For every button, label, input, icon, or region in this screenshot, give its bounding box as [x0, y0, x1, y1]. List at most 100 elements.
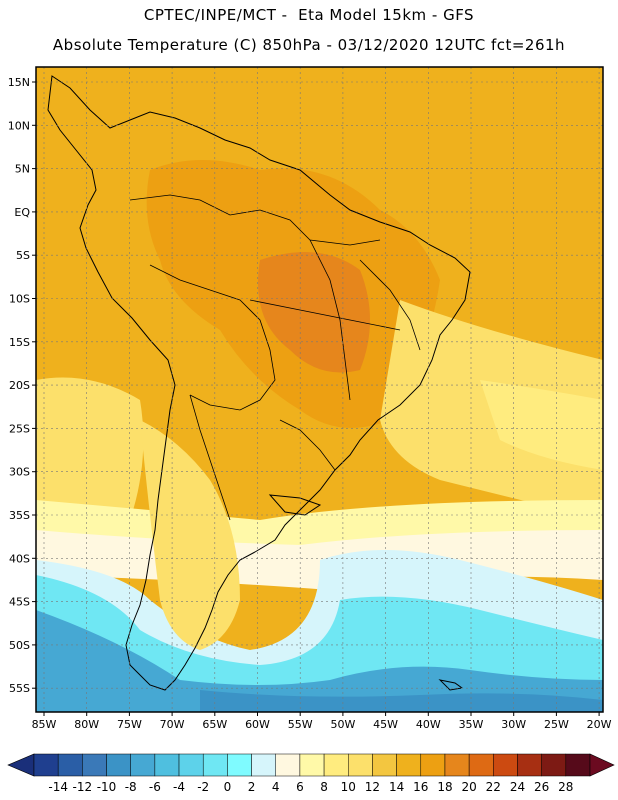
colorbar-label: -10 [97, 780, 117, 794]
lon-label: 65W [202, 718, 227, 731]
colorbar-box [493, 753, 518, 777]
border-states-1 [309, 239, 351, 401]
lon-label: 85W [32, 718, 57, 731]
colorbar-arrow-high [589, 753, 615, 777]
field-hot-core [258, 252, 370, 373]
colorbar-label: 4 [272, 780, 280, 794]
colorbar: -14 -12 -10 -8 -6 -4 -2 0 2 4 6 8 10 12 14 16 18 20 22 24 26… [7, 753, 615, 794]
colorbar-label: -14 [48, 780, 68, 794]
colorbar-box [420, 753, 446, 777]
title-line-1: CPTEC/INPE/MCT - Eta Model 15km - GFS [143, 6, 475, 24]
lat-label: 25S [9, 422, 30, 435]
lat-label: 5N [15, 163, 30, 176]
colorbar-label: -2 [197, 780, 209, 794]
lat-label: 5S [16, 249, 30, 262]
map-frame [35, 66, 604, 713]
border-argentina-chile [189, 394, 231, 521]
lat-label: EQ [14, 206, 30, 219]
border-states-3 [249, 299, 401, 331]
field-cold-blue [36, 610, 603, 712]
colorbar-box [82, 753, 107, 777]
colorbar-label: 18 [437, 780, 452, 794]
field-cold-deep [200, 690, 603, 712]
lat-label: 10N [8, 119, 30, 132]
lon-label: 40W [416, 718, 441, 731]
colorbar-label: 14 [389, 780, 404, 794]
colorbar-box [57, 753, 83, 777]
border-states-2 [359, 259, 421, 351]
colorbar-box [154, 753, 180, 777]
colorbar-box [541, 753, 567, 777]
lat-label: 20S [9, 379, 30, 392]
colorbar-label: 10 [341, 780, 356, 794]
colorbar-box [178, 753, 204, 777]
colorbar-box [227, 753, 252, 777]
lon-label: 80W [74, 718, 99, 731]
border-south-brazil [279, 419, 336, 471]
colorbar-label: 20 [461, 780, 476, 794]
colorbar-box [348, 753, 373, 777]
colorbar-label: -6 [149, 780, 161, 794]
lat-label: 50S [9, 639, 30, 652]
colorbar-labels: -14 -12 -10 -8 -6 -4 -2 0 2 4 6 8 10 12 14 16 18 20 22 24 26… [48, 780, 573, 794]
colorbar-label: 16 [413, 780, 428, 794]
lon-label: 45W [373, 718, 398, 731]
field-atlantic-light [480, 380, 603, 470]
lon-label: 55W [288, 718, 313, 731]
longitude-labels: 85W 80W 75W 70W 65W 60W 55W 50W 45W 40W 35W 30W 25W 2… [32, 712, 612, 731]
colorbar-box [444, 753, 470, 777]
colorbar-box [396, 753, 422, 777]
country-borders [129, 194, 421, 521]
title-line-2: Absolute Temperature (C) 850hPa - 03/12/… [52, 36, 566, 54]
colorbar-box [372, 753, 397, 777]
continent-outline [47, 75, 471, 691]
colorbar-label: -12 [73, 780, 93, 794]
lon-label: 30W [501, 718, 526, 731]
colorbar-label: 24 [510, 780, 525, 794]
colorbar-box [468, 753, 494, 777]
colorbar-box [299, 753, 325, 777]
lon-label: 50W [330, 718, 355, 731]
colorbar-box [130, 753, 156, 777]
colorbar-box [33, 753, 59, 777]
colorbar-label: -8 [125, 780, 137, 794]
colorbar-label: -4 [173, 780, 185, 794]
lon-label: 70W [160, 718, 185, 731]
colorbar-label: 8 [320, 780, 328, 794]
colorbar-label: 26 [534, 780, 549, 794]
lat-label: 55S [9, 682, 30, 695]
lat-label: 15N [8, 76, 30, 89]
colorbar-label: 6 [296, 780, 304, 794]
colorbar-boxes [7, 753, 615, 777]
lat-label: 15S [9, 336, 30, 349]
lon-label: 20W [587, 718, 612, 731]
colorbar-box [565, 753, 591, 777]
lat-label: 30S [9, 466, 30, 479]
colorbar-label: 12 [365, 780, 380, 794]
lon-label: 25W [544, 718, 569, 731]
lat-label: 40S [9, 552, 30, 565]
border-north [129, 194, 381, 246]
river-plate-outline [268, 494, 322, 516]
lat-label: 35S [9, 509, 30, 522]
lat-label: 45S [9, 596, 30, 609]
colorbar-box [202, 753, 228, 777]
lon-label: 60W [245, 718, 270, 731]
field-pacific-yellow [36, 377, 144, 520]
colorbar-label: 28 [558, 780, 573, 794]
colorbar-box [106, 753, 131, 777]
lon-label: 75W [117, 718, 142, 731]
colorbar-label: 22 [486, 780, 501, 794]
latitude-labels: 15N 10N 5N EQ 5S 10S 15S 20S 25S 30S 35S 40S 45S 50S 5… [8, 76, 36, 695]
colorbar-label: 0 [224, 780, 232, 794]
colorbar-box [517, 753, 542, 777]
temperature-field [36, 67, 603, 712]
lon-label: 35W [459, 718, 484, 731]
colorbar-box [323, 753, 349, 777]
colorbar-box [275, 753, 301, 777]
colorbar-box [251, 753, 276, 777]
colorbar-arrow-low [7, 753, 35, 777]
lat-label: 10S [9, 293, 30, 306]
colorbar-label: 2 [248, 780, 256, 794]
